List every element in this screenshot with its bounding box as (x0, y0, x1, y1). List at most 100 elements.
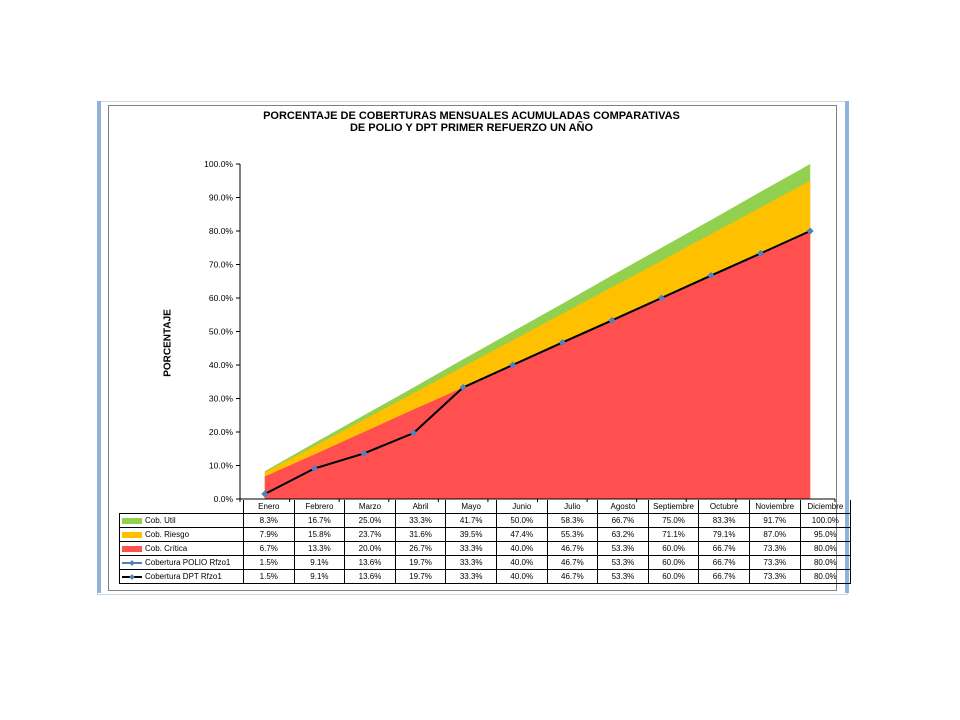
data-label: 53.3% (597, 569, 649, 584)
data-label: 80.0% (799, 541, 852, 556)
y-tick-label: 30.0% (209, 394, 234, 404)
data-label: 73.3% (748, 541, 801, 556)
y-tick-label: 50.0% (209, 327, 234, 337)
y-tick-label: 0.0% (214, 494, 234, 504)
data-label: 33.3% (445, 541, 497, 556)
table-row: Cobertura DPT Rfzo1 1.5% 9.1% 13.6% 19.7% 33.… (119, 569, 852, 584)
data-label: 33.3% (394, 513, 447, 528)
data-label: 46.7% (546, 555, 599, 570)
data-label: 46.7% (546, 541, 599, 556)
data-label: 25.0% (344, 513, 396, 528)
data-label: 1.5% (243, 569, 295, 584)
legend-line-swatch (122, 574, 142, 580)
data-label: 19.7% (394, 555, 447, 570)
legend-entry: Cob. Util (119, 513, 244, 528)
table-corner (120, 500, 244, 514)
data-label: 19.7% (394, 569, 447, 584)
data-label: 71.1% (647, 527, 700, 542)
data-point-marker (558, 339, 566, 347)
data-label: 8.3% (243, 513, 295, 528)
chart-title-line-2: DE POLIO Y DPT PRIMER REFUERZO UN AÑO (349, 122, 594, 134)
x-tick-label: Octubre (698, 500, 750, 514)
window-frame-left (97, 101, 101, 593)
data-label: 75.0% (647, 513, 700, 528)
data-label: 66.7% (698, 541, 750, 556)
x-tick-label: Febrero (293, 500, 346, 514)
data-label: 83.3% (698, 513, 750, 528)
data-label: 1.5% (243, 555, 295, 570)
data-label: 16.7% (293, 513, 346, 528)
table-row: Cob. Util 8.3% 16.7% 25.0% 33.3% 41.7% 50.0% 58… (119, 513, 852, 528)
data-label: 66.7% (698, 555, 750, 570)
x-tick-label: Septiembre (647, 500, 700, 514)
data-label: 50.0% (495, 513, 548, 528)
legend-entry: Cobertura POLIO Rfzo1 (119, 555, 244, 570)
legend-entry: Cobertura DPT Rfzo1 (119, 569, 244, 584)
legend-swatch (122, 545, 142, 552)
data-label: 80.0% (799, 569, 852, 584)
area-series-3 (264, 231, 811, 499)
data-label: 23.7% (344, 527, 396, 542)
y-tick-label: 10.0% (209, 461, 234, 471)
data-point-marker (608, 316, 616, 324)
y-tick-label: 80.0% (209, 226, 234, 236)
x-tick-label: Junio (495, 500, 548, 514)
data-point-marker (806, 227, 814, 235)
legend-entry: Cob. Riesgo (119, 527, 244, 542)
data-label: 13.6% (344, 555, 396, 570)
data-label: 87.0% (748, 527, 801, 542)
y-tick-label: 40.0% (209, 360, 234, 370)
chart-title-line-1: PORCENTAJE DE COBERTURAS MENSUALES ACUMU… (263, 110, 680, 122)
data-label: 79.1% (698, 527, 750, 542)
table-row: Cobertura POLIO Rfzo1 1.5% 9.1% 13.6% 19.7% 3… (119, 555, 852, 570)
x-tick-label: Agosto (597, 500, 649, 514)
data-point-marker (261, 490, 269, 498)
data-point-marker (410, 429, 418, 437)
data-label: 15.8% (293, 527, 346, 542)
data-label: 66.7% (597, 513, 649, 528)
data-label: 46.7% (546, 569, 599, 584)
data-label: 13.6% (344, 569, 396, 584)
table-row: Cob. Crítica 6.7% 13.3% 20.0% 26.7% 33.3% 40.0… (119, 541, 852, 556)
data-label: 66.7% (698, 569, 750, 584)
x-tick-label: Enero (243, 500, 295, 514)
data-label: 41.7% (445, 513, 497, 528)
data-point-marker (757, 249, 765, 257)
data-label: 13.3% (293, 541, 346, 556)
legend-label: Cobertura DPT Rfzo1 (145, 572, 222, 581)
y-tick-label: 100.0% (204, 159, 233, 169)
x-tick-label: Julio (546, 500, 599, 514)
data-label: 40.0% (495, 541, 548, 556)
legend-swatch (122, 531, 142, 538)
legend-swatch (122, 517, 142, 524)
data-point-marker (657, 294, 665, 302)
legend-line-swatch (122, 560, 142, 566)
legend-label: Cob. Crítica (145, 544, 188, 553)
data-point-marker (310, 464, 318, 473)
y-tick-label: 90.0% (209, 193, 234, 203)
data-label: 60.0% (647, 569, 700, 584)
data-label: 95.0% (799, 527, 852, 542)
data-label: 9.1% (293, 555, 346, 570)
data-label: 33.3% (445, 569, 497, 584)
y-tick-label: 70.0% (209, 260, 234, 270)
data-label: 73.3% (748, 569, 801, 584)
data-point-marker (707, 272, 715, 280)
data-point-marker (509, 361, 517, 369)
data-point-marker (360, 449, 368, 457)
legend-label: Cobertura POLIO Rfzo1 (145, 558, 231, 567)
data-label: 26.7% (394, 541, 447, 556)
x-tick-label: Abril (394, 500, 447, 514)
data-label: 39.5% (445, 527, 497, 542)
data-label: 20.0% (344, 541, 396, 556)
data-table: Enero Febrero Marzo Abril Mayo Junio Julio Agos… (119, 500, 852, 584)
legend-label: Cob. Util (145, 516, 176, 525)
data-label: 100.0% (799, 513, 852, 528)
data-label: 6.7% (243, 541, 295, 556)
x-tick-label: Noviembre (748, 500, 801, 514)
data-label: 63.2% (597, 527, 649, 542)
x-tick-label: Marzo (344, 500, 396, 514)
data-label: 91.7% (748, 513, 801, 528)
table-header-row: Enero Febrero Marzo Abril Mayo Junio Julio Agos… (120, 500, 852, 514)
